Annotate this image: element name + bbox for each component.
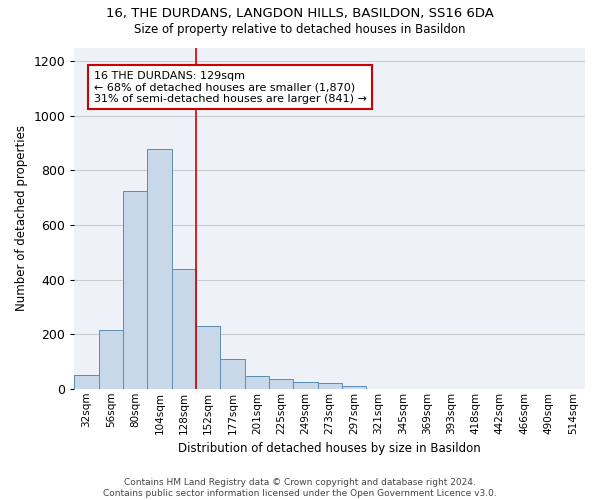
Bar — [269, 378, 293, 389]
Bar — [196, 326, 220, 389]
Bar — [99, 330, 123, 389]
Bar — [74, 375, 99, 389]
Bar — [148, 148, 172, 389]
Bar — [245, 376, 269, 389]
Bar — [172, 268, 196, 389]
Bar — [342, 386, 366, 389]
Text: Contains HM Land Registry data © Crown copyright and database right 2024.
Contai: Contains HM Land Registry data © Crown c… — [103, 478, 497, 498]
Bar — [293, 382, 317, 389]
X-axis label: Distribution of detached houses by size in Basildon: Distribution of detached houses by size … — [178, 442, 481, 455]
Bar — [317, 384, 342, 389]
Text: 16 THE DURDANS: 129sqm
← 68% of detached houses are smaller (1,870)
31% of semi-: 16 THE DURDANS: 129sqm ← 68% of detached… — [94, 70, 367, 104]
Text: Size of property relative to detached houses in Basildon: Size of property relative to detached ho… — [134, 22, 466, 36]
Text: 16, THE DURDANS, LANGDON HILLS, BASILDON, SS16 6DA: 16, THE DURDANS, LANGDON HILLS, BASILDON… — [106, 8, 494, 20]
Y-axis label: Number of detached properties: Number of detached properties — [15, 125, 28, 311]
Bar — [123, 191, 148, 389]
Bar — [220, 360, 245, 389]
